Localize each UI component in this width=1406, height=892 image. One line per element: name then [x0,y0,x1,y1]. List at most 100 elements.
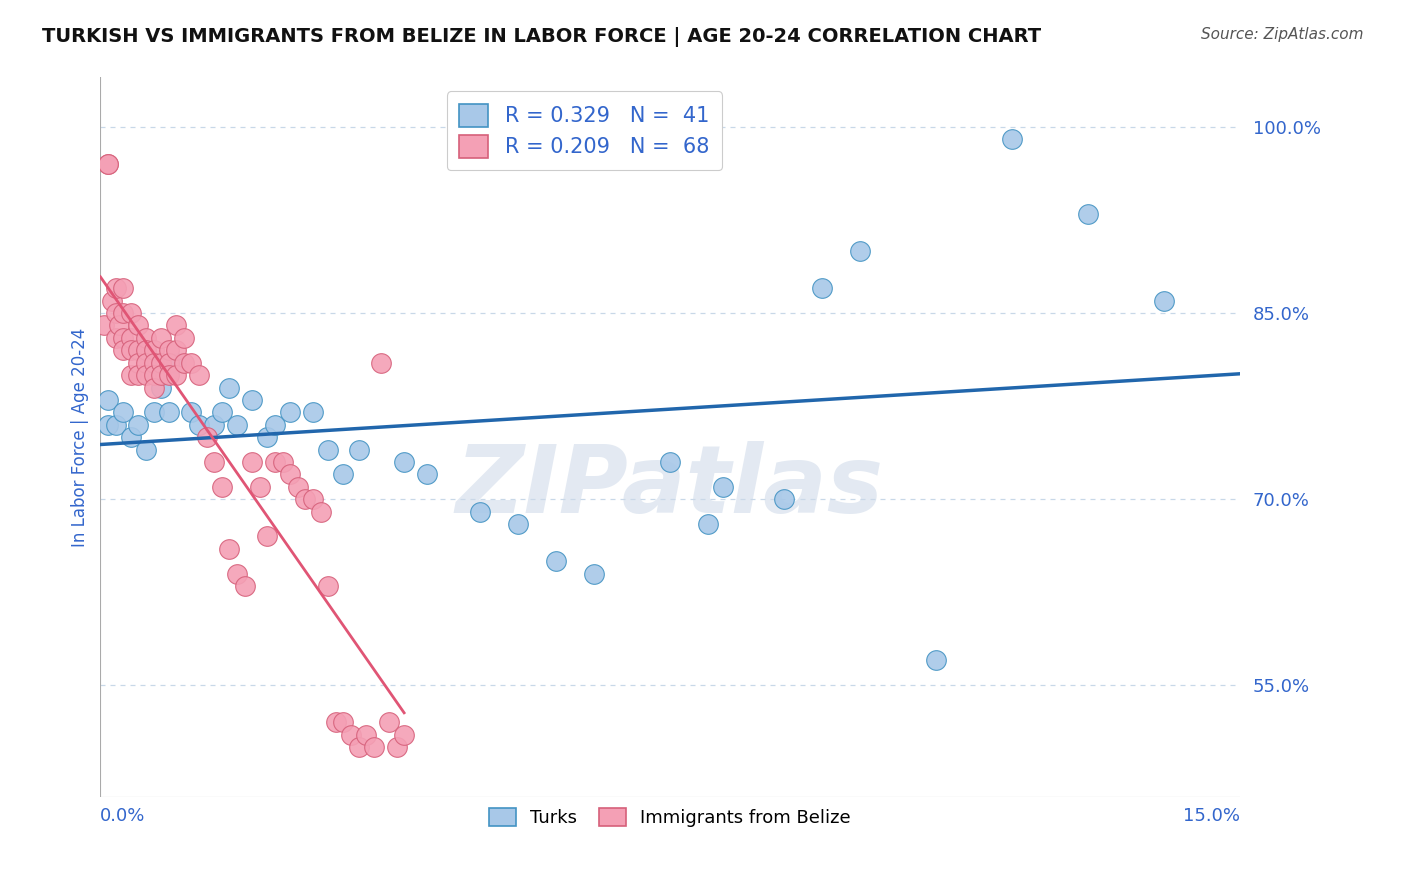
Point [271,455,294,469]
Point [249,480,271,494]
Point [165,318,187,333]
Point [142,405,165,419]
Point [226,417,249,432]
Point [135,356,157,370]
Point [142,380,165,394]
Point [218,541,240,556]
Point [120,430,142,444]
Point [127,368,149,383]
Point [226,566,249,581]
Point [127,318,149,333]
Point [173,356,195,370]
Point [302,405,325,419]
Point [97,417,120,432]
Point [544,554,567,568]
Point [173,331,195,345]
Text: TURKISH VS IMMIGRANTS FROM BELIZE IN LABOR FORCE | AGE 20-24 CORRELATION CHART: TURKISH VS IMMIGRANTS FROM BELIZE IN LAB… [42,27,1042,46]
Point [658,455,681,469]
Point [104,306,127,320]
Point [150,368,173,383]
Point [180,356,202,370]
Point [93,318,115,333]
Point [112,281,135,295]
Point [811,281,834,295]
Point [127,417,149,432]
Point [120,368,142,383]
Point [849,244,872,258]
Point [392,728,415,742]
Point [240,455,263,469]
Point [316,579,339,593]
Point [135,331,157,345]
Point [97,392,120,407]
Point [180,405,202,419]
Point [188,368,211,383]
Point [112,343,135,358]
Point [316,442,339,457]
Point [278,467,301,482]
Point [150,331,173,345]
Point [195,430,218,444]
Point [354,728,377,742]
Point [104,281,127,295]
Point [711,480,734,494]
Point [135,343,157,358]
Point [416,467,439,482]
Point [135,368,157,383]
Point [340,728,363,742]
Point [506,516,529,531]
Point [1001,132,1024,146]
Point [772,492,794,507]
Point [211,405,233,419]
Point [294,492,316,507]
Point [108,318,131,333]
Point [696,516,718,531]
Point [264,417,287,432]
Point [211,480,233,494]
Point [165,356,187,370]
Point [157,356,180,370]
Point [240,392,263,407]
Point [385,740,408,755]
Point [347,442,370,457]
Y-axis label: In Labor Force | Age 20-24: In Labor Force | Age 20-24 [72,327,89,547]
Point [135,442,157,457]
Point [287,480,309,494]
Point [142,368,165,383]
Text: 0.0%: 0.0% [100,806,146,825]
Point [363,740,385,755]
Point [378,715,401,730]
Point [332,467,354,482]
Point [112,306,135,320]
Point [120,343,142,358]
Point [202,417,225,432]
Point [100,293,122,308]
Point [104,331,127,345]
Point [1153,293,1175,308]
Point [233,579,256,593]
Point [218,380,240,394]
Point [202,455,225,469]
Text: 15.0%: 15.0% [1182,806,1240,825]
Point [582,566,605,581]
Point [925,653,948,667]
Point [104,417,127,432]
Point [157,368,180,383]
Point [188,417,211,432]
Point [165,343,187,358]
Point [302,492,325,507]
Text: ZIPatlas: ZIPatlas [456,442,884,533]
Point [392,455,415,469]
Point [150,356,173,370]
Point [127,356,149,370]
Point [165,368,187,383]
Point [112,331,135,345]
Point [325,715,347,730]
Point [127,343,149,358]
Point [256,529,278,543]
Point [1077,207,1099,221]
Point [142,343,165,358]
Point [120,306,142,320]
Point [347,740,370,755]
Point [468,504,491,518]
